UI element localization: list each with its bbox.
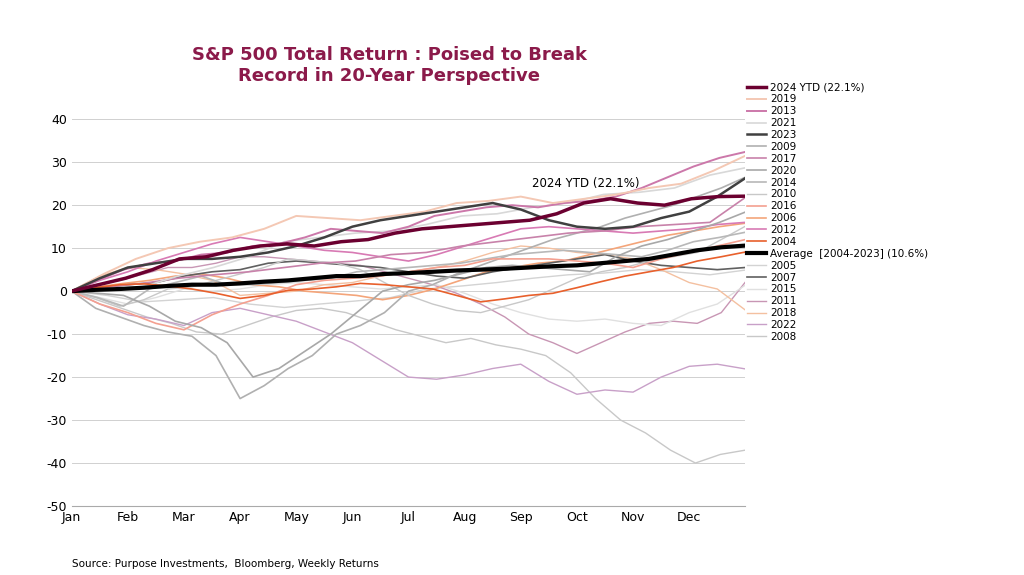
Text: Source: Purpose Investments,  Bloomberg, Weekly Returns: Source: Purpose Investments, Bloomberg, … [72,559,379,569]
Text: S&P 500 Total Return : Poised to Break
Record in 20-Year Perspective: S&P 500 Total Return : Poised to Break R… [191,46,587,85]
Text: 2024 YTD (22.1%): 2024 YTD (22.1%) [532,177,640,190]
Legend: 2024 YTD (22.1%), 2019, 2013, 2021, 2023, 2009, 2017, 2020, 2014, 2010, 2016, 20: 2024 YTD (22.1%), 2019, 2013, 2021, 2023… [746,83,928,342]
